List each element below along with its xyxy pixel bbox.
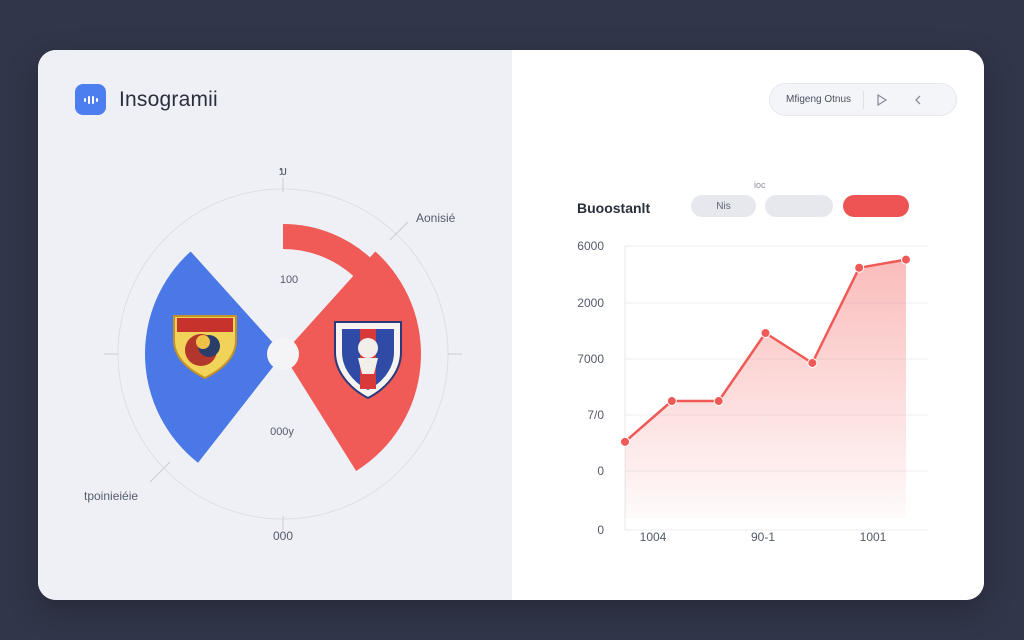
radial-center-bottom-label: 000y [270,426,294,438]
radial-center-top-label: 100 [279,274,299,286]
radial-label-top: ນ [279,164,287,178]
data-point[interactable] [713,396,724,407]
callout-line-2 [149,461,171,483]
chart-title: Buoostanlt [577,200,651,216]
toolbar: Mfigeng Otnus [769,83,957,116]
app-icon[interactable] [75,84,106,115]
data-point[interactable] [854,262,865,273]
data-point[interactable] [666,396,677,407]
data-point[interactable] [807,357,818,368]
radial-label-bottom-left: tpoinieiéie [84,489,139,503]
waveform-icon [83,95,98,104]
y-tick-label: 6000 [577,239,604,253]
y-tick-label: 7000 [577,352,604,366]
y-tick-label: 7/0 [587,408,604,422]
data-point[interactable] [901,254,911,265]
play-icon[interactable] [870,88,894,112]
filter-chip-2[interactable] [765,195,833,217]
chevron-left-icon[interactable] [906,88,930,112]
data-point[interactable] [620,436,630,447]
toolbar-divider [863,90,865,109]
callout-line [389,221,409,241]
y-tick-label: 0 [597,523,604,537]
center-hub [267,338,299,370]
team-shield-icon [334,321,402,400]
x-tick-label: 1001 [860,530,887,544]
chart-mini-label: ioc [754,180,766,190]
y-tick-label: 2000 [577,296,604,310]
left-panel [38,50,512,600]
x-tick-label: 90-1 [751,530,775,544]
app-title: Insogramii [119,87,218,111]
team-crest-icon [173,315,237,380]
filter-chip-active[interactable] [843,195,909,217]
data-point[interactable] [760,328,771,339]
radial-label-callout: Aonisié [416,211,456,225]
area-fill [625,259,906,518]
segment-red-arc[interactable] [283,224,375,280]
y-tick-label: 0 [597,464,604,478]
filter-chip-1[interactable]: Nis [691,195,756,217]
toolbar-label: Mfigeng Otnus [786,94,852,105]
x-tick-label: 1004 [640,530,667,544]
radial-label-bottom: 000 [272,529,294,543]
brand: Insogramii [75,84,218,115]
